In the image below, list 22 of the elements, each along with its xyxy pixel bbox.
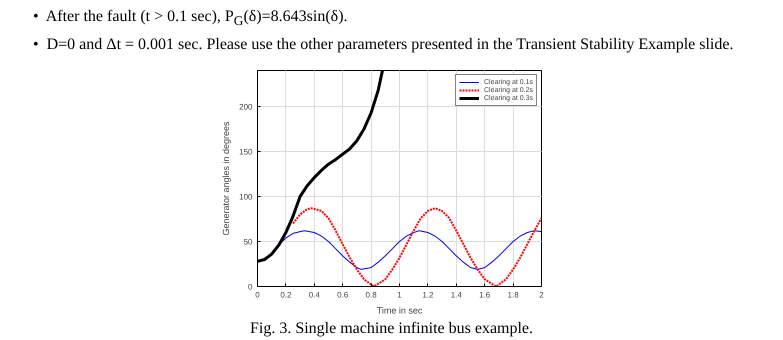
y-tick-label: 100 <box>239 192 254 202</box>
y-axis-title: Generator angles in degrees <box>221 120 232 236</box>
x-tick-label: 1.2 <box>422 290 434 300</box>
x-tick-label: 1.4 <box>450 290 462 300</box>
x-tick-label: 1 <box>397 290 402 300</box>
caption: Fig. 3. Single machine infinite bus example. <box>250 319 534 339</box>
x-tick-label: 2 <box>539 290 544 300</box>
x-tick-label: 1.8 <box>508 290 520 300</box>
text: • D=0 and Δt = 0.001 sec. Please use the other parameters presented in the Transient Stability Example slide. <box>33 35 734 56</box>
x-axis-title: Time in sec <box>376 306 423 316</box>
x-tick-label: 1.6 <box>479 290 491 300</box>
x-tick-label: 0.4 <box>308 290 320 300</box>
line-series <box>292 207 542 286</box>
y-tick-label: 200 <box>239 102 254 112</box>
x-tick-label: 0.6 <box>337 290 349 300</box>
y-tick-label: 50 <box>244 238 254 246</box>
y-tick-label: 150 <box>239 148 254 156</box>
x-tick-label: 0 <box>255 290 260 300</box>
y-tick-label: 0 <box>248 282 254 292</box>
text: • After the fault (t > 0.1 sec), P$_{G}$(δ)=8.643sin(δ). <box>33 7 349 30</box>
x-tick-label: 0.8 <box>366 290 378 300</box>
x-tick-label: 0.2 <box>280 290 292 300</box>
